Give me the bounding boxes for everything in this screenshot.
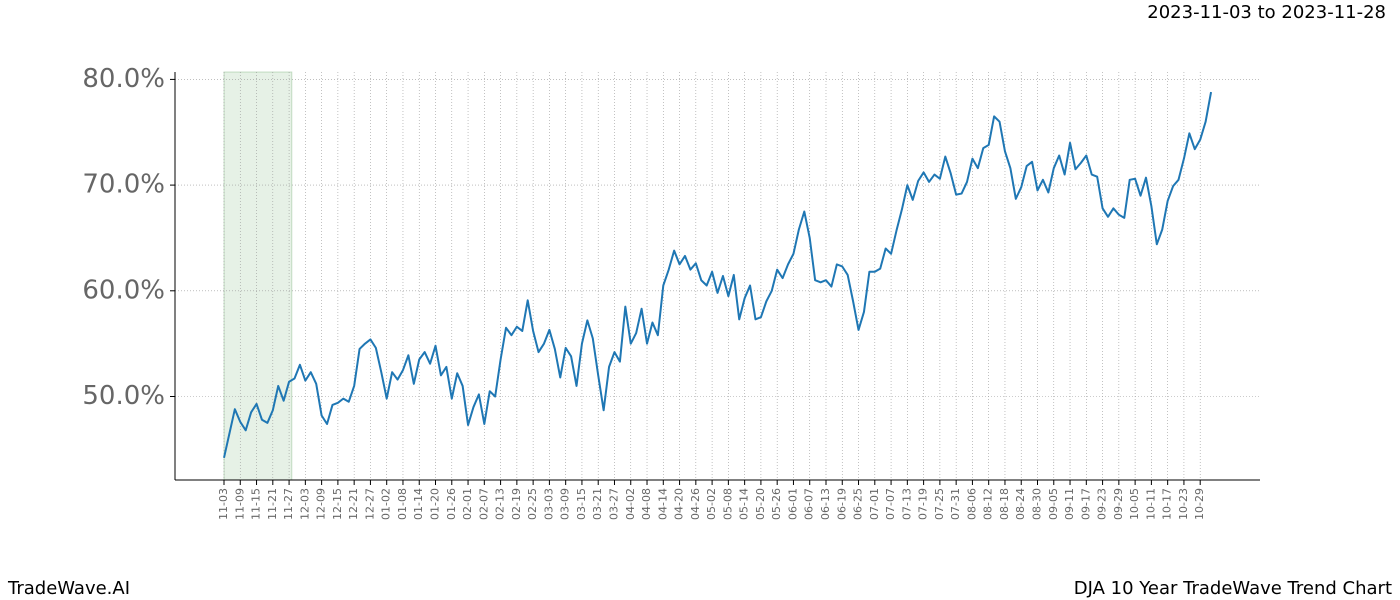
x-tick-label: 02-13: [494, 488, 507, 520]
x-tick-label: 11-21: [266, 488, 279, 520]
x-tick-label: 04-20: [673, 488, 686, 520]
x-tick-label: 04-26: [689, 488, 702, 520]
x-tick-label: 04-14: [656, 488, 669, 520]
highlight-band: [223, 71, 293, 481]
chart-caption: DJA 10 Year TradeWave Trend Chart: [1074, 578, 1392, 599]
x-tick-label: 05-14: [738, 488, 751, 520]
x-tick-label: 09-05: [1047, 488, 1060, 520]
x-tick-label: 07-13: [900, 488, 913, 520]
x-tick-label: 01-02: [380, 488, 393, 520]
x-tick-label: 01-14: [412, 488, 425, 520]
x-tick-label: 07-01: [868, 488, 881, 520]
x-tick-label: 09-17: [1079, 488, 1092, 520]
y-tick-label: 50.0%: [82, 381, 165, 411]
x-tick-label: 01-20: [429, 488, 442, 520]
x-tick-label: 02-01: [461, 488, 474, 520]
brand: TradeWave.AI: [7, 578, 130, 599]
x-tick-label: 07-31: [949, 488, 962, 520]
x-tick-label: 10-29: [1193, 488, 1206, 520]
x-tick-label: 03-03: [542, 488, 555, 520]
x-tick-label: 05-26: [770, 488, 783, 520]
x-tick-label: 09-23: [1096, 488, 1109, 520]
x-tick-label: 05-02: [705, 488, 718, 520]
x-tick-label: 12-27: [363, 488, 376, 520]
x-tick-label: 11-03: [217, 488, 230, 520]
x-tick-label: 08-06: [965, 488, 978, 520]
x-tick-label: 08-12: [982, 488, 995, 520]
x-tick-label: 08-18: [998, 488, 1011, 520]
x-tick-label: 06-19: [835, 488, 848, 520]
x-tick-label: 10-05: [1128, 488, 1141, 520]
x-tick-label: 01-08: [396, 488, 409, 520]
y-tick-label: 80.0%: [82, 64, 165, 94]
x-tick-label: 12-21: [347, 488, 360, 520]
x-tick-label: 07-19: [917, 488, 930, 520]
x-tick-label: 01-26: [445, 488, 458, 520]
x-tick-label: 06-07: [803, 488, 816, 520]
x-tick-label: 06-13: [819, 488, 832, 520]
x-tick-label: 03-21: [591, 488, 604, 520]
x-tick-label: 12-15: [331, 488, 344, 520]
x-tick-label: 11-15: [250, 488, 263, 520]
x-tick-label: 07-07: [884, 488, 897, 520]
x-tick-label: 10-23: [1177, 488, 1190, 520]
x-tick-label: 03-27: [607, 488, 620, 520]
x-tick-label: 07-25: [933, 488, 946, 520]
x-tick-label: 08-24: [1014, 488, 1027, 520]
x-tick-label: 03-09: [559, 488, 572, 520]
x-tick-label: 11-09: [233, 488, 246, 520]
x-tick-label: 11-27: [282, 488, 295, 520]
x-tick-label: 12-03: [298, 488, 311, 520]
x-tick-label: 09-29: [1112, 488, 1125, 520]
trend-line: [223, 91, 1213, 459]
x-tick-label: 03-15: [575, 488, 588, 520]
date-range: 2023-11-03 to 2023-11-28: [1147, 2, 1386, 23]
x-tick-label: 10-17: [1161, 488, 1174, 520]
x-tick-label: 04-08: [640, 488, 653, 520]
x-tick-label: 09-11: [1063, 488, 1076, 520]
x-tick-label: 02-25: [526, 488, 539, 520]
x-tick-label: 08-30: [1031, 488, 1044, 520]
y-tick-label: 60.0%: [82, 275, 165, 305]
x-tick-label: 02-19: [510, 488, 523, 520]
x-tick-label: 04-02: [624, 488, 637, 520]
x-tick-label: 06-01: [786, 488, 799, 520]
x-tick-label: 10-11: [1144, 488, 1157, 520]
x-tick-label: 06-25: [852, 488, 865, 520]
x-tick-label: 02-07: [477, 488, 490, 520]
y-tick-label: 70.0%: [82, 170, 165, 200]
x-tick-label: 05-20: [754, 488, 767, 520]
x-tick-label: 05-08: [721, 488, 734, 520]
x-tick-label: 12-09: [315, 488, 328, 520]
